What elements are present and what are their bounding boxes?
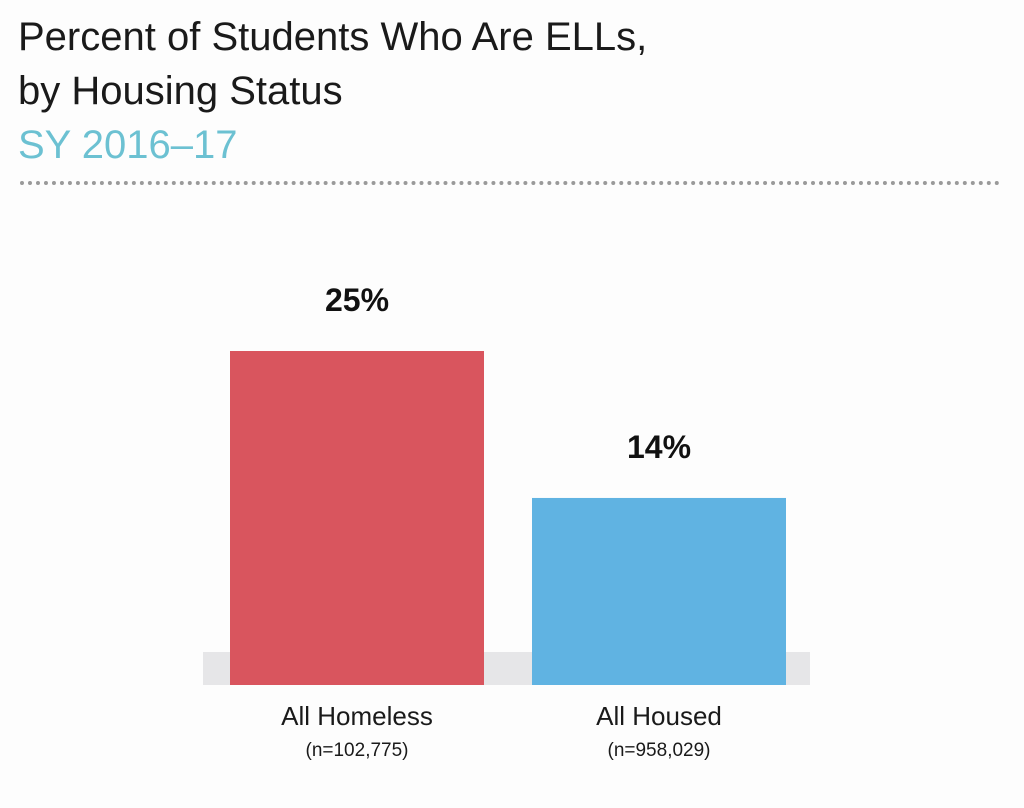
dotted-divider <box>20 181 1000 185</box>
sample-size-label-all-homeless: (n=102,775) <box>306 740 409 761</box>
category-label-all-housed: All Housed <box>596 701 722 731</box>
chart-subtitle: SY 2016–17 <box>18 123 238 167</box>
bars-group: 25% All Homeless (n=102,775) 14% All Housed (… <box>230 282 786 761</box>
chart-title: Percent of Students Who Are ELLs, by Hou… <box>18 10 647 118</box>
value-label-all-housed: 14% <box>627 429 691 465</box>
chart-title-line-1: Percent of Students Who Are ELLs, <box>18 15 648 59</box>
chart-title-line-2: by Housing Status <box>18 69 343 113</box>
value-label-all-homeless: 25% <box>325 282 389 318</box>
bar-all-housed <box>532 497 786 685</box>
category-label-all-homeless: All Homeless <box>281 701 433 731</box>
bar-all-homeless <box>230 351 484 685</box>
sample-size-label-all-housed: (n=958,029) <box>608 740 711 761</box>
